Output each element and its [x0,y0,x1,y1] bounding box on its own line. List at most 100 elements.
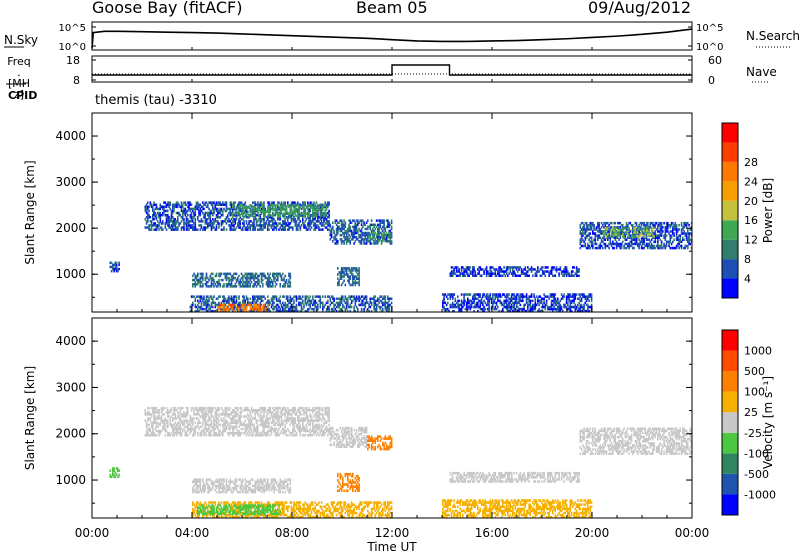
power-cell [558,301,560,305]
power-cell [592,244,594,248]
power-cell [584,244,587,248]
power-cell [272,212,274,215]
power-cell [228,211,230,215]
power-cell [540,297,543,300]
power-cell [345,238,348,241]
velocity-cell [183,419,185,422]
power-cell [287,220,289,223]
velocity-cell [160,419,163,422]
power-cell [264,222,267,225]
power-cell [305,295,308,298]
power-cell [347,273,349,276]
power-cell [248,276,250,280]
power-cell [359,229,362,233]
power-cell [309,224,312,227]
power-cell [672,221,674,225]
power-cell [337,242,339,245]
velocity-cell [192,406,194,410]
power-cell [224,309,227,313]
power-cell [638,224,640,227]
power-cell [322,203,324,206]
power-cell [245,208,248,211]
power-cell [254,303,257,307]
power-cell [352,275,354,278]
power-cell [247,301,249,305]
power-cell [493,307,495,311]
power-cell [232,206,234,209]
velocity-cell [168,431,170,435]
power-cell [147,226,149,229]
power-cell [517,274,519,277]
power-cell [322,206,324,209]
power-cell [255,309,258,313]
power-cell [243,285,245,288]
power-cell [263,274,265,278]
power-cell [532,268,534,271]
power-cell [207,299,209,303]
power-cell [222,309,224,313]
power-cell [188,205,190,209]
power-cell [605,229,608,232]
power-cell [170,218,173,221]
power-cell [367,307,369,311]
power-cell [530,305,533,309]
power-cell [288,224,290,227]
power-cell [253,218,255,221]
power-cell [340,223,343,227]
power-cell [198,305,200,309]
power-cell [623,244,625,248]
power-cell [535,295,538,298]
velocity-cell [160,429,163,433]
power-cell [167,220,169,223]
power-cell [390,225,393,229]
power-cell [592,240,594,244]
power-cell [597,230,599,233]
power-cell [640,229,643,232]
power-cell [507,299,509,303]
power-cell [284,208,287,211]
power-cell [294,224,297,227]
power-cell [219,211,222,215]
power-cell [253,309,255,313]
power-cell [317,307,319,311]
power-cell [498,295,500,298]
power-cell [154,211,157,215]
power-cell [207,224,209,227]
power-cell [689,232,692,235]
power-cell [678,224,680,227]
power-cell [470,305,473,309]
power-cell [342,240,344,243]
power-cell [347,297,349,300]
power-cell [514,266,517,269]
power-cell [633,238,635,241]
power-cell [608,236,610,239]
power-cell [670,221,673,225]
power-cell [253,285,255,288]
power-cell [533,305,535,309]
power-cell [198,280,200,284]
power-cell [174,228,177,231]
velocity-cell [188,421,190,424]
power-cell [367,238,369,241]
power-cell [650,231,653,234]
power-cell [268,203,270,206]
power-cell [254,218,257,221]
power-cell [293,220,295,223]
power-cell [260,303,263,307]
power-cell [262,228,264,231]
power-cell [319,301,322,305]
velocity-cell [162,406,164,410]
power-cell [475,293,478,296]
power-cell [112,267,114,271]
power-cell [322,216,324,219]
power-cell [687,236,689,239]
velocity-cell [144,411,147,414]
power-cell [479,268,482,271]
power-cell [295,226,298,229]
power-cell [483,307,485,311]
power-cell [114,267,117,271]
power-cell [284,214,287,218]
power-cell [164,226,167,229]
power-cell [510,272,513,275]
power-cell [510,266,513,269]
